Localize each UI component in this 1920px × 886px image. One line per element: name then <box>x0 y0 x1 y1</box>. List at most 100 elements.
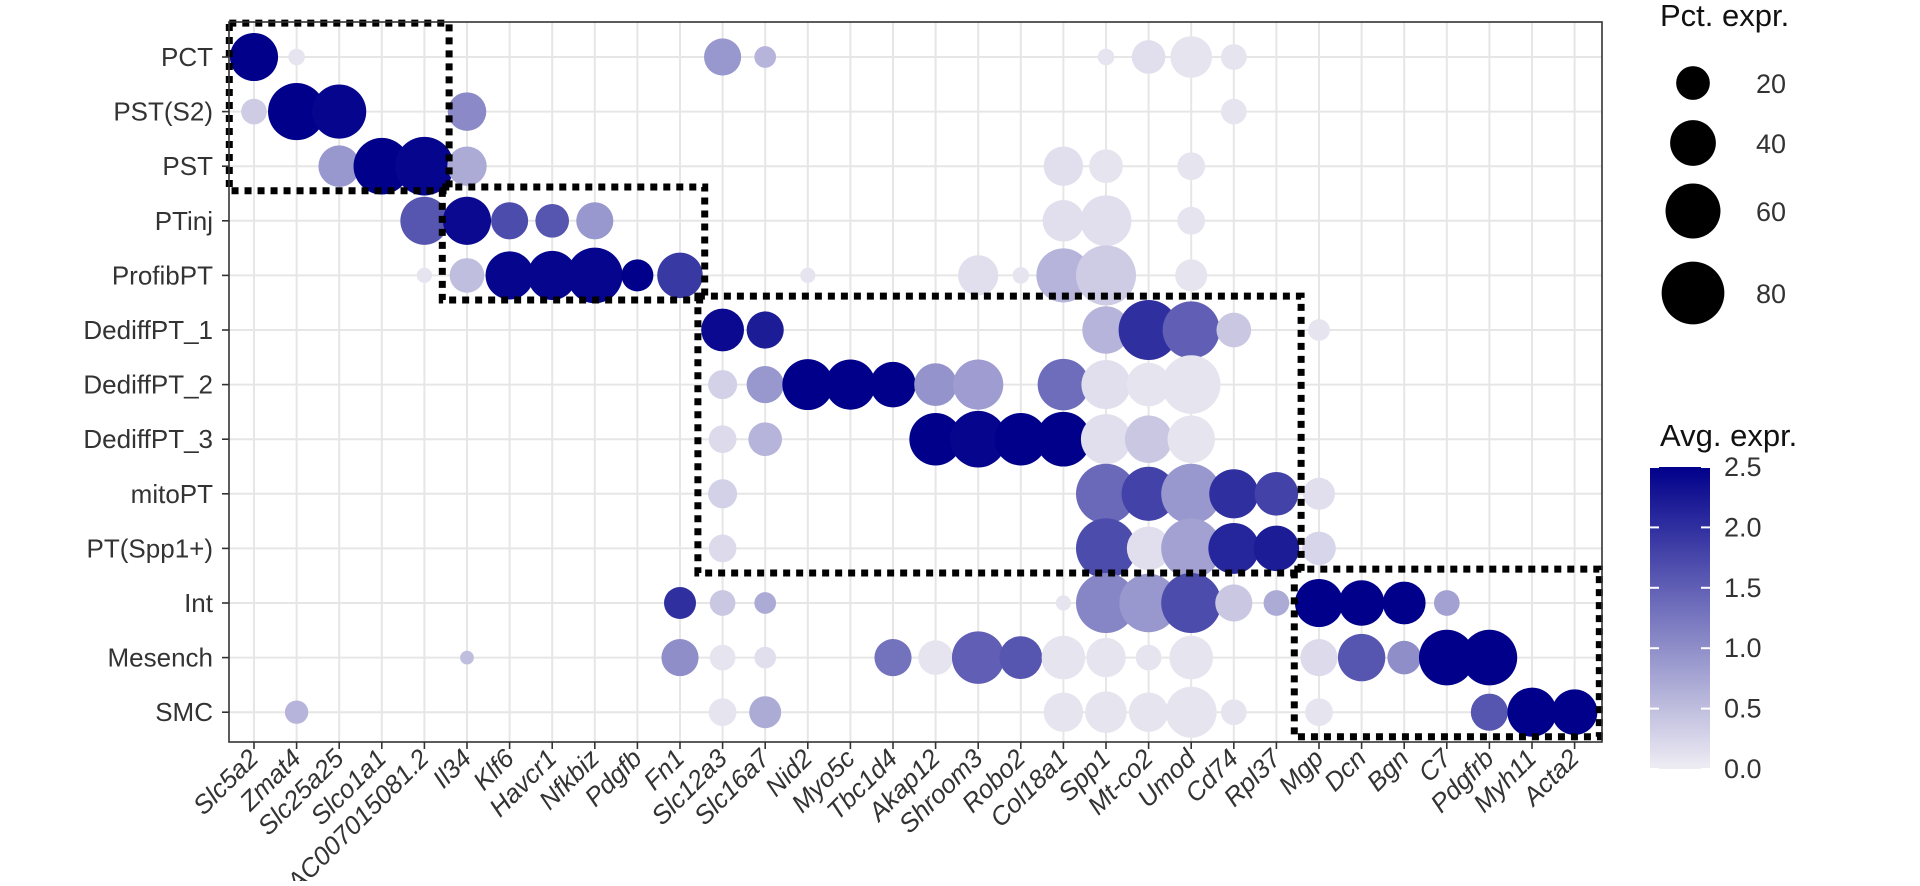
dot <box>709 590 736 616</box>
dot <box>1208 522 1260 574</box>
y-tick-label: SMC <box>155 697 213 727</box>
dot <box>1012 267 1030 284</box>
dot <box>994 412 1048 466</box>
dot <box>746 366 784 404</box>
dot <box>874 639 912 677</box>
dot <box>746 311 784 349</box>
dot <box>914 363 957 406</box>
dot <box>1161 518 1222 579</box>
dot <box>918 640 953 675</box>
size-legend-label: 20 <box>1756 69 1786 99</box>
dot <box>1082 306 1130 354</box>
y-tick-label: DediffPT_1 <box>83 315 213 345</box>
dot <box>953 359 1004 410</box>
dot <box>1076 518 1136 579</box>
dot <box>999 636 1043 679</box>
dot <box>460 650 474 665</box>
dot <box>621 259 654 292</box>
dot <box>708 534 737 563</box>
dot <box>566 247 623 304</box>
dot <box>1470 693 1508 731</box>
dot <box>1220 44 1247 70</box>
dot <box>1551 689 1598 735</box>
x-tick-label: Bgn <box>1361 743 1415 797</box>
dot <box>318 145 360 187</box>
x-tick-label: Dcn <box>1318 743 1372 797</box>
dot <box>527 250 577 300</box>
dot <box>704 38 742 76</box>
dots <box>229 32 1598 738</box>
size-legend-title: Pct. expr. <box>1660 0 1789 33</box>
dot <box>312 84 367 139</box>
dot <box>1076 573 1136 633</box>
dot <box>395 136 454 196</box>
dot <box>1220 98 1247 125</box>
x-axis: Slc5a2Zmat4Slc25a25Slco1a1AC007015081.2I… <box>187 742 1585 886</box>
dot <box>1170 36 1212 78</box>
size-legend-label: 80 <box>1756 279 1786 309</box>
dot <box>1209 469 1259 519</box>
dot <box>1081 360 1131 410</box>
dot <box>1175 259 1208 292</box>
dot <box>442 196 492 245</box>
dot <box>1161 573 1222 633</box>
dot <box>1135 644 1162 671</box>
dot <box>400 196 449 245</box>
dot <box>1303 477 1335 510</box>
dot <box>1461 629 1518 686</box>
dot <box>1215 584 1253 622</box>
dot <box>1253 525 1300 572</box>
dot <box>1216 312 1252 348</box>
dot <box>709 644 736 671</box>
dot <box>576 202 614 240</box>
dot <box>1294 578 1344 628</box>
size-legend-key <box>1676 66 1710 100</box>
y-tick-label: Mesench <box>108 643 214 673</box>
y-tick-label: PST(S2) <box>113 97 213 127</box>
dot <box>1165 686 1217 738</box>
dot <box>749 696 782 729</box>
dot <box>825 359 876 410</box>
dot <box>353 137 411 195</box>
dot <box>657 252 703 299</box>
dot <box>535 203 570 238</box>
y-tick-label: DediffPT_2 <box>83 370 213 400</box>
dot <box>447 92 487 131</box>
color-bar <box>1650 467 1710 769</box>
plot-panel-border <box>228 21 1603 743</box>
dot <box>268 83 326 141</box>
x-tick-label: Mgp <box>1272 743 1329 800</box>
dot <box>1161 355 1221 414</box>
dot <box>1337 633 1386 682</box>
dot <box>1086 637 1126 678</box>
dot <box>1041 635 1086 680</box>
dot <box>1124 415 1173 463</box>
dot <box>1302 531 1336 566</box>
dot <box>800 267 816 283</box>
dot <box>708 425 737 454</box>
highlight-box <box>438 183 709 304</box>
dot <box>1097 48 1115 66</box>
dot <box>1126 362 1171 407</box>
dot <box>661 639 699 677</box>
dot <box>701 308 744 352</box>
dot <box>1036 411 1091 467</box>
dot <box>1161 463 1222 524</box>
dot <box>1085 691 1127 733</box>
y-tick-label: PST <box>162 151 213 181</box>
dot <box>1433 590 1460 616</box>
dot <box>1169 635 1213 680</box>
size-legend-label: 40 <box>1756 129 1786 159</box>
dot <box>708 479 738 509</box>
dot <box>1507 687 1557 737</box>
dot <box>664 587 696 619</box>
dot <box>485 251 534 300</box>
highlight-box <box>694 292 1305 577</box>
dot <box>754 46 777 68</box>
color-legend-label: 2.0 <box>1724 512 1762 542</box>
dot <box>1177 152 1206 181</box>
dot <box>1418 629 1475 686</box>
dot <box>1121 466 1176 521</box>
dot <box>416 267 432 283</box>
dot <box>1036 248 1091 303</box>
